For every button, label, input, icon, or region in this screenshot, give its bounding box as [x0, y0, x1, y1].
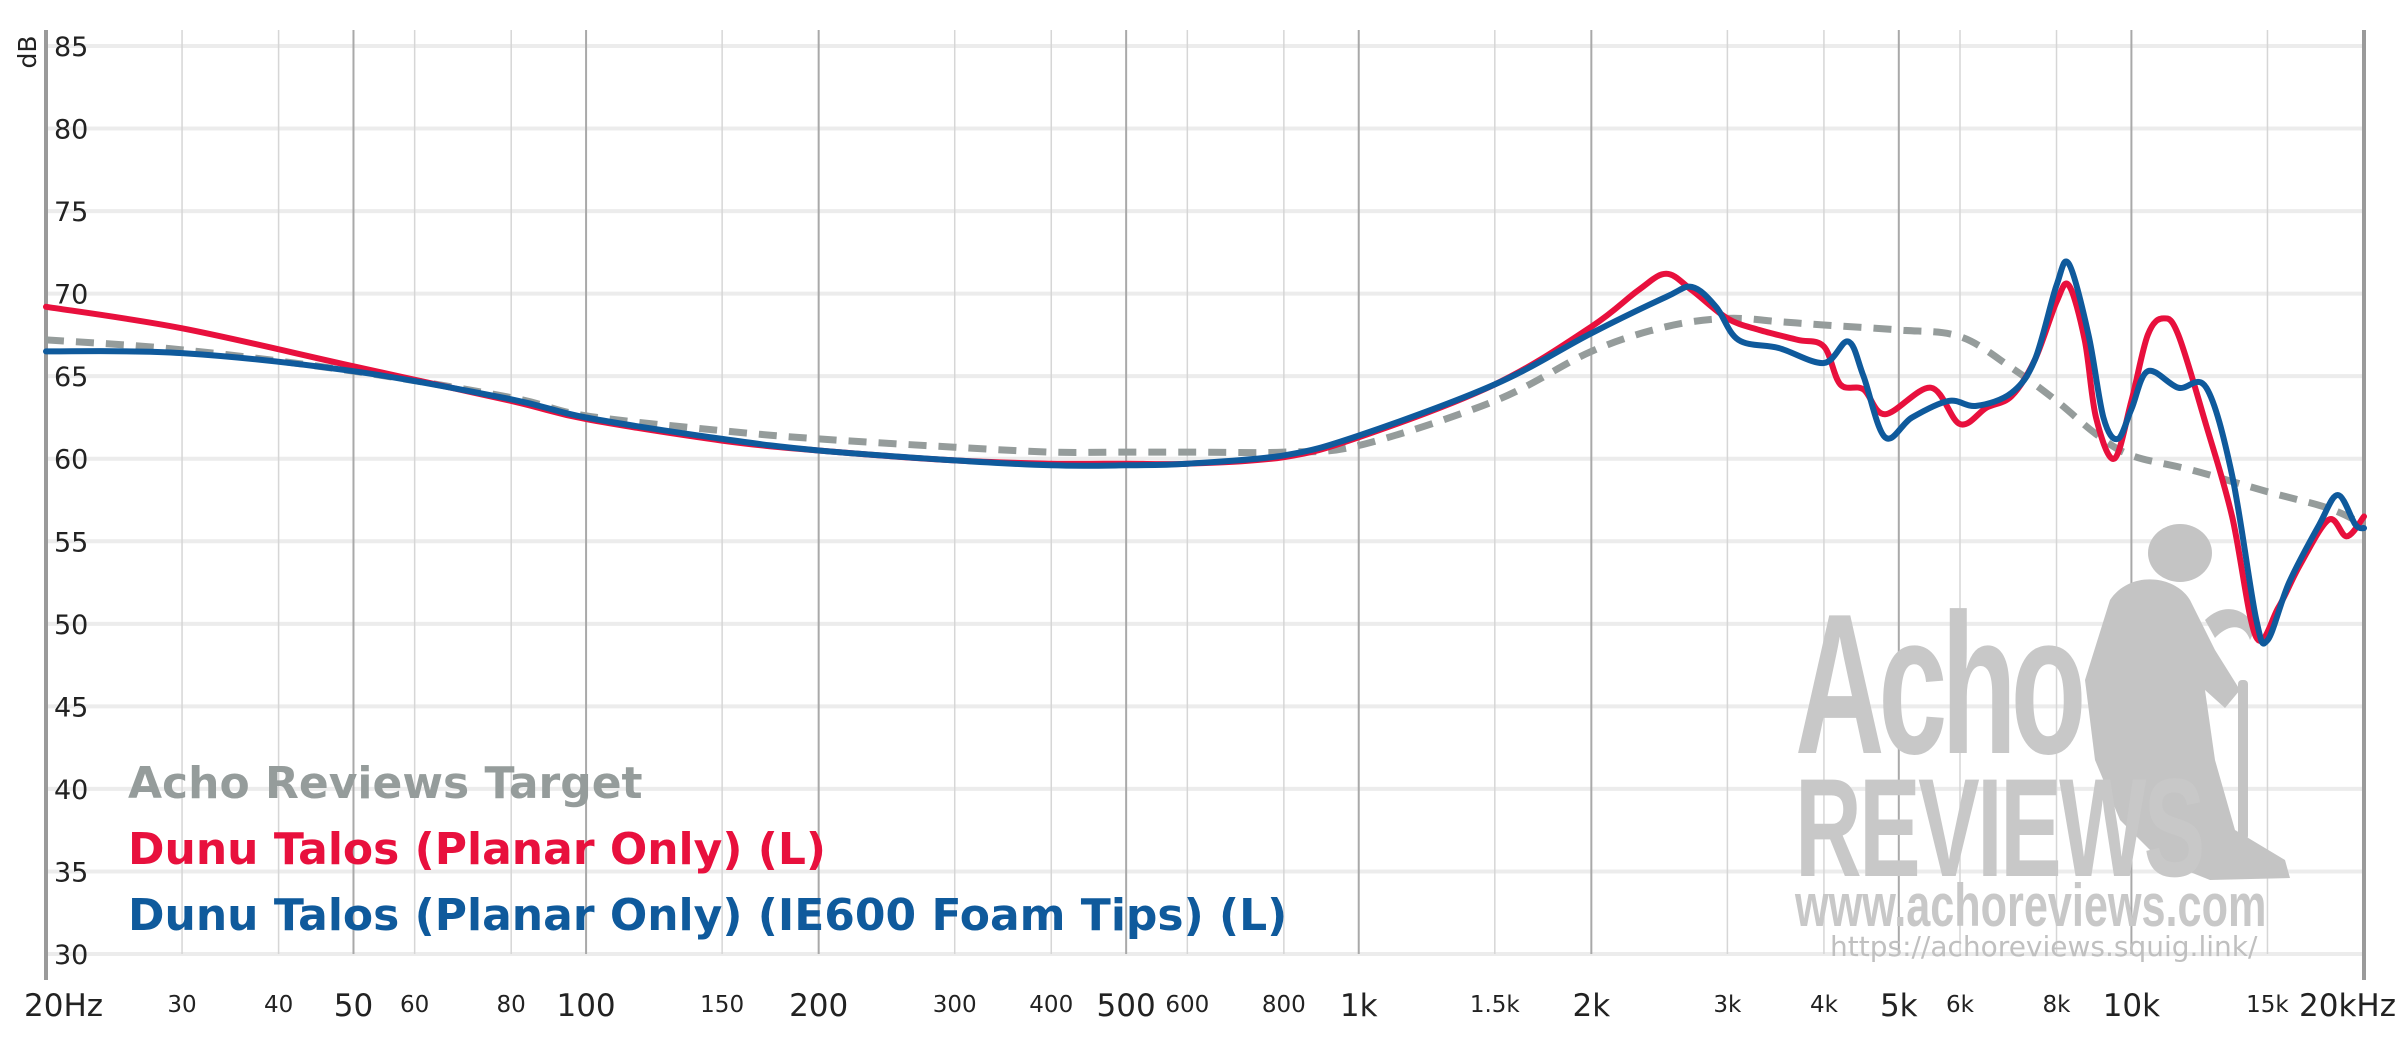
series-curve-target [45, 314, 2366, 528]
legend-entry-talos[interactable]: Dunu Talos (Planar Only) (L) [128, 824, 827, 875]
series-curves [43, 258, 2367, 647]
x-tick-label: 150 [700, 992, 744, 1018]
legend-entry-target[interactable]: Acho Reviews Target [128, 758, 643, 809]
y-gridlines [46, 44, 2364, 956]
x-tick-label: 30 [167, 992, 196, 1018]
x-tick-label: 300 [933, 992, 977, 1018]
x-tick-label: 10k [2103, 988, 2160, 1024]
watermark-url: https://achoreviews.squig.link/ [1830, 930, 2258, 963]
x-tick-label: 200 [789, 988, 848, 1024]
x-tick-label: 100 [556, 988, 615, 1024]
y-tick-labels: 85 80 75 70 65 60 55 50 45 40 35 30 [54, 32, 88, 971]
series-curve-talos-foam [43, 258, 2367, 647]
y-tick-label: 55 [54, 527, 88, 558]
y-tick-label: 70 [54, 280, 88, 311]
watermark-site: www.achoreviews.com [1795, 872, 2267, 939]
x-tick-label: 400 [1029, 992, 1073, 1018]
x-tick-label: 2k [1572, 988, 1610, 1024]
x-tick-label: 4k [1810, 992, 1839, 1018]
y-tick-label: 40 [54, 775, 88, 806]
x-tick-label: 1.5k [1470, 992, 1521, 1018]
y-axis-label: dB [13, 35, 42, 68]
x-tick-label: 20Hz [24, 988, 103, 1024]
x-tick-label: 1k [1340, 988, 1378, 1024]
x-tick-label: 8k [2043, 992, 2072, 1018]
legend-entry-talos-foam[interactable]: Dunu Talos (Planar Only) (IE600 Foam Tip… [128, 890, 1288, 941]
x-tick-labels: 20Hz 30 40 50 60 80 100 150 200 300 400 500 600 800 1k… [24, 988, 2396, 1024]
x-tick-label: 40 [264, 992, 293, 1018]
y-tick-label: 30 [54, 940, 88, 971]
y-tick-label: 65 [54, 362, 88, 393]
y-tick-label: 75 [54, 197, 88, 228]
y-tick-label: 50 [54, 610, 88, 641]
x-tick-label: 50 [334, 988, 373, 1024]
y-tick-label: 80 [54, 115, 88, 146]
x-tick-label: 800 [1262, 992, 1306, 1018]
x-tick-label: 500 [1097, 988, 1156, 1024]
axes-frame [44, 30, 2366, 980]
x-tick-label: 15k [2246, 992, 2289, 1018]
y-tick-label: 60 [54, 445, 88, 476]
x-tick-label: 60 [400, 992, 429, 1018]
y-tick-label: 85 [54, 32, 88, 63]
x-tick-label: 600 [1165, 992, 1209, 1018]
x-tick-label: 5k [1880, 988, 1918, 1024]
x-gridlines [181, 30, 2269, 954]
watermark-brand-top: Acho [1795, 573, 2086, 796]
y-tick-label: 35 [54, 857, 88, 888]
x-tick-label: 3k [1713, 992, 1742, 1018]
x-tick-label: 20kHz [2299, 988, 2396, 1024]
watermark-brand-bottom: REVIEWS [1795, 749, 2205, 906]
watermark-silhouette [2085, 524, 2290, 880]
y-tick-label: 45 [54, 692, 88, 723]
x-tick-label: 6k [1946, 992, 1975, 1018]
x-tick-label: 80 [497, 992, 526, 1018]
